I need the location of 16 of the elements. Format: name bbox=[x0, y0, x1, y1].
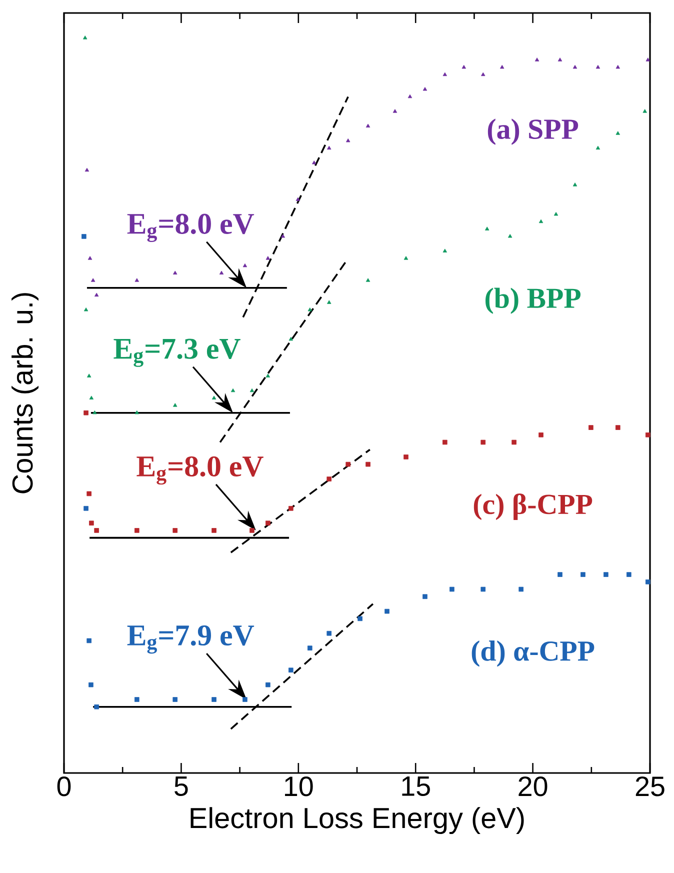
x-tick-label: 10 bbox=[285, 776, 313, 796]
x-tick-label: 0 bbox=[57, 776, 71, 796]
series-label: (a) SPP bbox=[488, 118, 578, 145]
annotation: E$_{g}$=7.3 eV bbox=[114, 338, 240, 367]
x-axis-title: Electron Loss Energy (eV) bbox=[190, 807, 524, 834]
annotation: E$_{g}$=8.0 eV bbox=[127, 214, 254, 242]
annotation: E$_{g}$=7.9 eV bbox=[127, 625, 254, 654]
x-tick-label: 25 bbox=[636, 776, 664, 796]
series-label: (c) β-CPP bbox=[474, 494, 592, 520]
x-tick-label: 15 bbox=[402, 776, 430, 796]
series-label: (d) α-CPP bbox=[472, 640, 594, 667]
x-tick-label: 5 bbox=[174, 776, 188, 796]
x-tick-label: 20 bbox=[518, 776, 548, 796]
series-label: (b) BPP bbox=[486, 288, 581, 314]
annotation: E$_{g}$=8.0 eV bbox=[136, 456, 264, 485]
y-axis-title: Counts (arb. u.) bbox=[12, 293, 38, 494]
